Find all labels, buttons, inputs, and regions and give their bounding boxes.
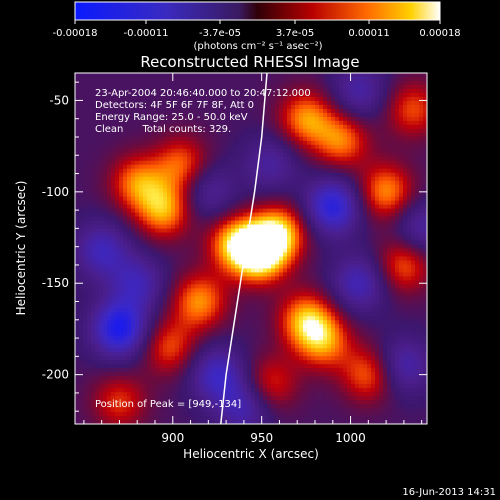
colorbar-tick-label: 3.7e-05 xyxy=(276,28,314,39)
annotation-time: 23-Apr-2004 20:46:40.000 to 20:47:12.000 xyxy=(95,88,311,99)
annotation-detectors: Detectors: 4F 5F 6F 7F 8F, Att 0 xyxy=(95,100,254,111)
y-tick-label: -50 xyxy=(49,93,69,107)
colorbar-gradient xyxy=(74,1,441,21)
colorbar-units: (photons cm⁻² s⁻¹ asec⁻²) xyxy=(193,41,322,52)
plot-area: 900 950 1000 -50 -100 -150 -200 xyxy=(42,72,428,445)
chart-title: Reconstructed RHESSI Image xyxy=(140,53,359,71)
colorbar: -0.00018 -0.00011 -3.7e-05 3.7e-05 0.00011 0.… xyxy=(53,1,461,52)
y-tick-label: -100 xyxy=(42,185,69,199)
annotation-clean: Clean Total counts: 329. xyxy=(95,124,231,135)
x-tick-label: 1000 xyxy=(335,431,366,445)
y-axis-label: Heliocentric Y (arcsec) xyxy=(14,181,28,316)
x-tick-label: 950 xyxy=(250,431,273,445)
colorbar-ticks: -0.00018 -0.00011 -3.7e-05 3.7e-05 0.00011 0.… xyxy=(53,20,461,39)
annotation-peak: Position of Peak = [949,-134] xyxy=(95,399,241,410)
colorbar-tick-label: -0.00011 xyxy=(123,28,168,39)
axis-ticks: 900 950 1000 -50 -100 -150 -200 xyxy=(42,73,427,445)
plot-frame xyxy=(74,72,428,425)
annotation-energy: Energy Range: 25.0 - 50.0 keV xyxy=(95,112,248,123)
heatmap-image xyxy=(75,73,427,424)
x-tick-label: 900 xyxy=(161,431,184,445)
y-tick-label: -150 xyxy=(42,276,69,290)
footer-timestamp: 16-Jun-2013 14:31 xyxy=(402,487,496,498)
colorbar-tick-label: 0.00011 xyxy=(348,28,389,39)
x-axis-label: Heliocentric X (arcsec) xyxy=(183,447,319,461)
colorbar-tick-label: -0.00018 xyxy=(53,28,98,39)
y-tick-label: -200 xyxy=(42,368,69,382)
colorbar-tick-label: -3.7e-05 xyxy=(199,28,241,39)
colorbar-tick-label: 0.00018 xyxy=(419,28,460,39)
solar-limb-curve xyxy=(220,73,268,424)
